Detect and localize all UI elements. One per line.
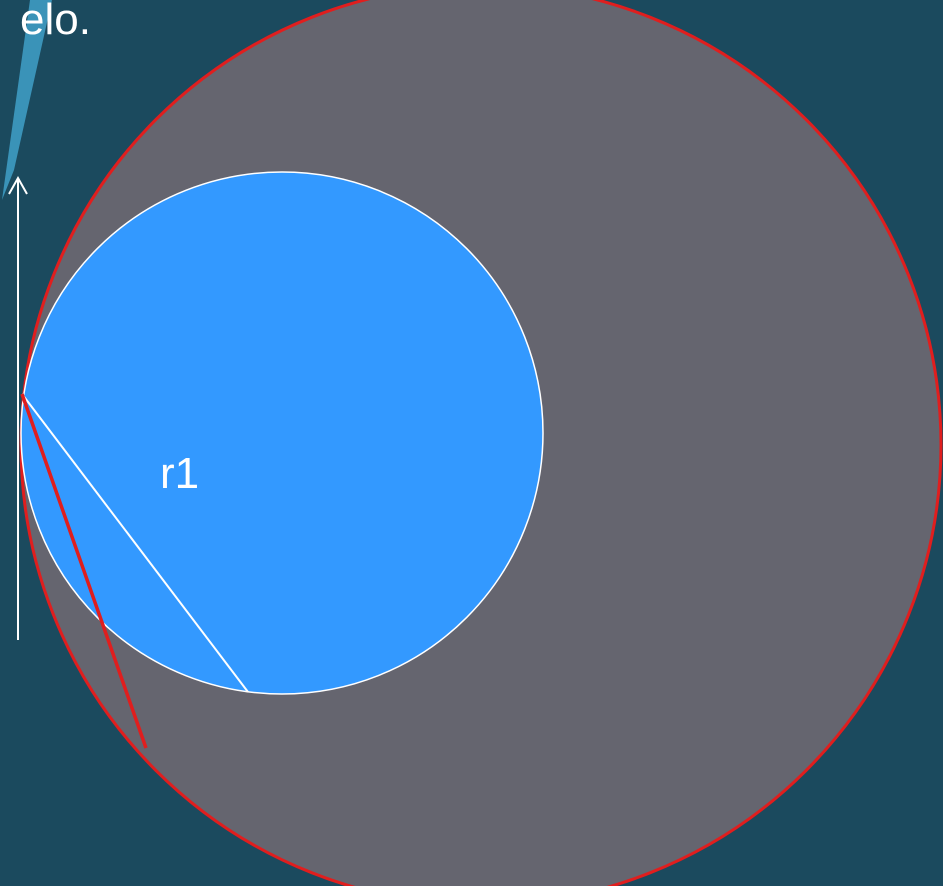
accent-stripe <box>2 0 52 200</box>
radius-line <box>21 393 249 693</box>
vertical-arrow <box>8 175 28 640</box>
chord-line <box>20 393 148 749</box>
heading-fragment: elo. <box>20 0 91 44</box>
arrow-head-icon <box>8 175 28 195</box>
radius-label: r1 <box>160 449 199 498</box>
